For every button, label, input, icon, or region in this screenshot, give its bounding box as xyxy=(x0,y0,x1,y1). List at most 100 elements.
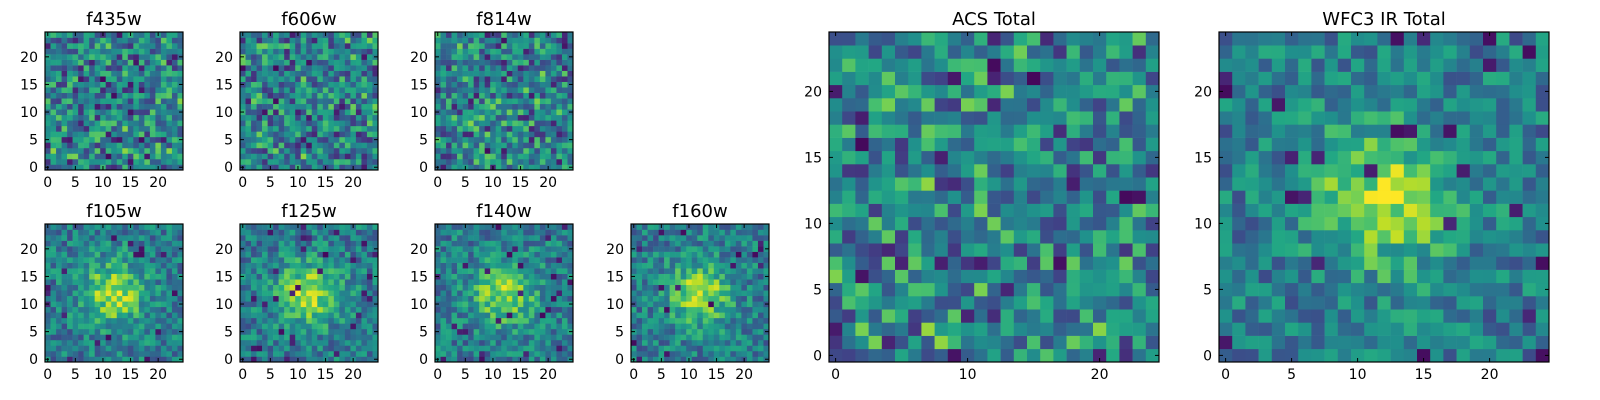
heatmap-cell xyxy=(719,284,726,291)
heatmap-cell xyxy=(245,76,252,82)
heatmap-cell xyxy=(328,323,335,330)
heatmap-cell xyxy=(278,59,285,66)
heatmap-cell xyxy=(273,131,279,138)
heatmap-cell xyxy=(273,125,279,132)
heatmap-cell xyxy=(517,268,524,274)
heatmap-cell xyxy=(100,339,107,346)
heatmap-cell xyxy=(245,262,252,269)
heatmap-cell xyxy=(446,279,452,286)
heatmap-cell xyxy=(339,59,346,66)
heatmap-cell xyxy=(72,147,79,154)
heatmap-cell xyxy=(490,279,497,286)
heatmap-cell xyxy=(495,153,502,160)
heatmap-cell xyxy=(842,309,856,323)
heatmap-cell xyxy=(490,147,497,154)
heatmap-cell xyxy=(479,136,485,143)
heatmap-cell xyxy=(50,59,57,66)
heatmap-cell xyxy=(1000,296,1015,310)
heatmap-cell xyxy=(561,290,568,297)
heatmap-cell xyxy=(741,262,748,269)
heatmap-cell xyxy=(289,306,296,313)
heatmap-cell xyxy=(501,120,508,127)
heatmap-cell xyxy=(61,98,68,105)
heatmap-cell xyxy=(446,54,452,60)
heatmap-cell xyxy=(240,317,246,324)
heatmap-cell xyxy=(642,312,648,319)
heatmap-cell xyxy=(440,257,447,263)
heatmap-cell xyxy=(556,240,563,247)
heatmap-cell xyxy=(484,120,491,127)
heatmap-cell xyxy=(144,301,151,308)
heatmap-cell xyxy=(757,350,764,357)
heatmap-cell xyxy=(355,323,362,330)
heatmap-cell xyxy=(855,348,869,363)
heatmap-cell xyxy=(462,240,469,247)
heatmap-cell xyxy=(256,356,263,363)
heatmap-cell xyxy=(545,306,552,313)
heatmap-cell xyxy=(495,114,502,121)
heatmap-cell xyxy=(517,147,524,154)
heatmap-cell xyxy=(78,339,84,346)
heatmap-cell xyxy=(484,350,491,357)
heatmap-cell xyxy=(273,87,279,94)
heatmap-cell xyxy=(61,54,68,60)
heatmap-cell xyxy=(289,345,296,352)
heatmap-cell xyxy=(256,136,263,143)
heatmap-cell xyxy=(245,54,252,60)
heatmap-cell xyxy=(317,350,324,357)
heatmap-cell xyxy=(446,65,452,71)
heatmap-cell xyxy=(735,251,742,258)
heatmap-cell xyxy=(523,70,530,77)
heatmap-cell xyxy=(355,224,362,230)
heatmap-cell xyxy=(127,262,134,269)
heatmap-cell xyxy=(366,279,373,286)
heatmap-cell xyxy=(523,158,530,165)
heatmap-cell xyxy=(490,59,497,66)
heatmap-cell xyxy=(366,48,373,55)
heatmap-cell xyxy=(144,323,151,330)
heatmap-cell xyxy=(506,284,513,291)
heatmap-cell xyxy=(680,284,687,291)
heatmap-cell xyxy=(517,235,524,241)
heatmap-cell xyxy=(561,114,568,121)
heatmap-cell xyxy=(361,92,368,99)
heatmap-cell xyxy=(133,65,140,71)
heatmap-cell xyxy=(355,158,362,165)
heatmap-cell xyxy=(719,312,726,319)
heatmap-cell xyxy=(289,98,296,105)
heatmap-cell xyxy=(523,229,530,236)
heatmap-cell xyxy=(550,87,557,94)
heatmap-cell xyxy=(523,273,530,280)
heatmap-cell xyxy=(1040,164,1054,178)
heatmap-cell xyxy=(501,54,508,60)
heatmap-cell xyxy=(730,295,737,302)
heatmap-cell xyxy=(528,279,535,286)
heatmap-cell xyxy=(484,251,491,258)
heatmap-cell xyxy=(440,70,447,77)
heatmap-cell xyxy=(512,153,519,160)
heatmap-cell xyxy=(45,120,51,127)
heatmap-cell xyxy=(895,269,909,284)
heatmap-cell xyxy=(149,131,156,138)
heatmap-cell xyxy=(262,76,268,82)
heatmap-cell xyxy=(133,229,140,236)
heatmap-cell xyxy=(240,257,246,263)
heatmap-cell xyxy=(868,269,883,284)
heatmap-cell xyxy=(724,317,731,324)
heatmap-cell xyxy=(974,348,988,363)
heatmap-cell xyxy=(1013,164,1028,178)
heatmap-cell xyxy=(138,295,145,302)
axes-frame xyxy=(44,223,184,363)
heatmap-cell xyxy=(457,142,463,149)
heatmap-cell xyxy=(111,257,118,263)
heatmap-cell xyxy=(440,334,447,341)
heatmap-cell xyxy=(724,251,731,258)
heatmap-cell xyxy=(561,120,568,127)
heatmap-cell xyxy=(89,59,95,66)
heatmap-cell xyxy=(561,153,568,160)
heatmap-cell xyxy=(534,136,541,143)
heatmap-cell xyxy=(501,65,508,71)
heatmap-cell xyxy=(83,246,90,252)
heatmap-cell xyxy=(56,48,62,55)
heatmap-cell xyxy=(160,345,167,352)
